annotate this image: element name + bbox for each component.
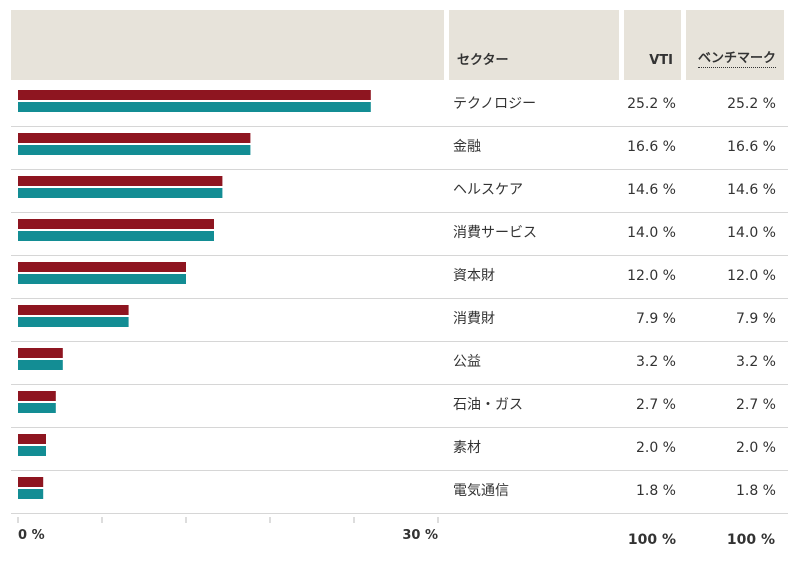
header-benchmark[interactable]: ベンチマーク xyxy=(686,10,784,80)
benchmark-value: 14.0 % xyxy=(727,225,776,241)
x-tick-label-max: 30 % xyxy=(402,528,438,543)
bar-benchmark xyxy=(18,446,46,456)
vti-value: 25.2 % xyxy=(627,96,676,112)
bar-vti xyxy=(18,90,371,100)
bar-vti xyxy=(18,176,223,186)
sector-name: 消費サービス xyxy=(453,225,537,241)
bar-benchmark xyxy=(18,489,44,499)
benchmark-value: 25.2 % xyxy=(727,96,776,112)
vti-value: 3.2 % xyxy=(635,354,676,370)
sector-name: 石油・ガス xyxy=(453,397,523,413)
header-sector-label: セクター xyxy=(457,53,509,68)
bar-benchmark xyxy=(18,102,371,112)
vti-value: 7.9 % xyxy=(635,311,676,327)
table-row: 金融 16.6 % 16.6 % xyxy=(11,126,788,170)
sector-name: 公益 xyxy=(453,354,481,370)
sector-name: 素材 xyxy=(453,440,481,456)
sector-name: ヘルスケア xyxy=(453,182,523,198)
sector-name: 電気通信 xyxy=(453,483,509,499)
bar-benchmark xyxy=(18,188,223,198)
bar-benchmark xyxy=(18,231,214,241)
vti-value: 12.0 % xyxy=(627,268,676,284)
header-sector: セクター xyxy=(449,10,619,80)
bar-vti xyxy=(18,391,56,401)
benchmark-value: 12.0 % xyxy=(727,268,776,284)
vti-value: 16.6 % xyxy=(627,139,676,155)
header-vti-label: VTI xyxy=(649,53,673,68)
table-row: ヘルスケア 14.6 % 14.6 % xyxy=(11,169,788,213)
table-row: 資本財 12.0 % 12.0 % xyxy=(11,255,788,299)
table-row: 消費サービス 14.0 % 14.0 % xyxy=(11,212,788,256)
vti-value: 2.0 % xyxy=(635,440,676,456)
benchmark-value: 2.0 % xyxy=(735,440,776,456)
sector-name: 金融 xyxy=(453,139,481,155)
sector-name: 資本財 xyxy=(453,268,495,284)
bar-vti xyxy=(18,348,63,358)
sector-name: 消費財 xyxy=(453,311,495,327)
benchmark-value: 3.2 % xyxy=(735,354,776,370)
vti-value: 14.0 % xyxy=(627,225,676,241)
vti-value: 2.7 % xyxy=(635,397,676,413)
bar-benchmark xyxy=(18,145,251,155)
bar-benchmark xyxy=(18,317,129,327)
bar-benchmark xyxy=(18,403,56,413)
bar-vti xyxy=(18,219,214,229)
table-row: 石油・ガス 2.7 % 2.7 % xyxy=(11,384,788,428)
bar-vti xyxy=(18,262,186,272)
table-row: 電気通信 1.8 % 1.8 % xyxy=(11,470,788,514)
total-benchmark: 100 % xyxy=(726,532,775,548)
bar-vti xyxy=(18,133,251,143)
benchmark-value: 7.9 % xyxy=(735,311,776,327)
vti-value: 1.8 % xyxy=(635,483,676,499)
header-vti: VTI xyxy=(624,10,681,80)
table-row: テクノロジー 25.2 % 25.2 % xyxy=(11,83,788,127)
benchmark-value: 1.8 % xyxy=(735,483,776,499)
table-row: 素材 2.0 % 2.0 % xyxy=(11,427,788,471)
bar-vti xyxy=(18,477,44,487)
sector-name: テクノロジー xyxy=(453,96,537,112)
bar-vti xyxy=(18,434,46,444)
benchmark-value: 2.7 % xyxy=(735,397,776,413)
header-benchmark-label[interactable]: ベンチマーク xyxy=(697,47,776,68)
benchmark-value: 16.6 % xyxy=(727,139,776,155)
benchmark-value: 14.6 % xyxy=(727,182,776,198)
bar-vti xyxy=(18,305,129,315)
table-row: 消費財 7.9 % 7.9 % xyxy=(11,298,788,342)
bar-benchmark xyxy=(18,360,63,370)
table-row: 公益 3.2 % 3.2 % xyxy=(11,341,788,385)
bar-benchmark xyxy=(18,274,186,284)
header-chart-area xyxy=(11,10,444,80)
vti-value: 14.6 % xyxy=(627,182,676,198)
x-tick-label-min: 0 % xyxy=(18,528,45,543)
total-vti: 100 % xyxy=(627,532,676,548)
